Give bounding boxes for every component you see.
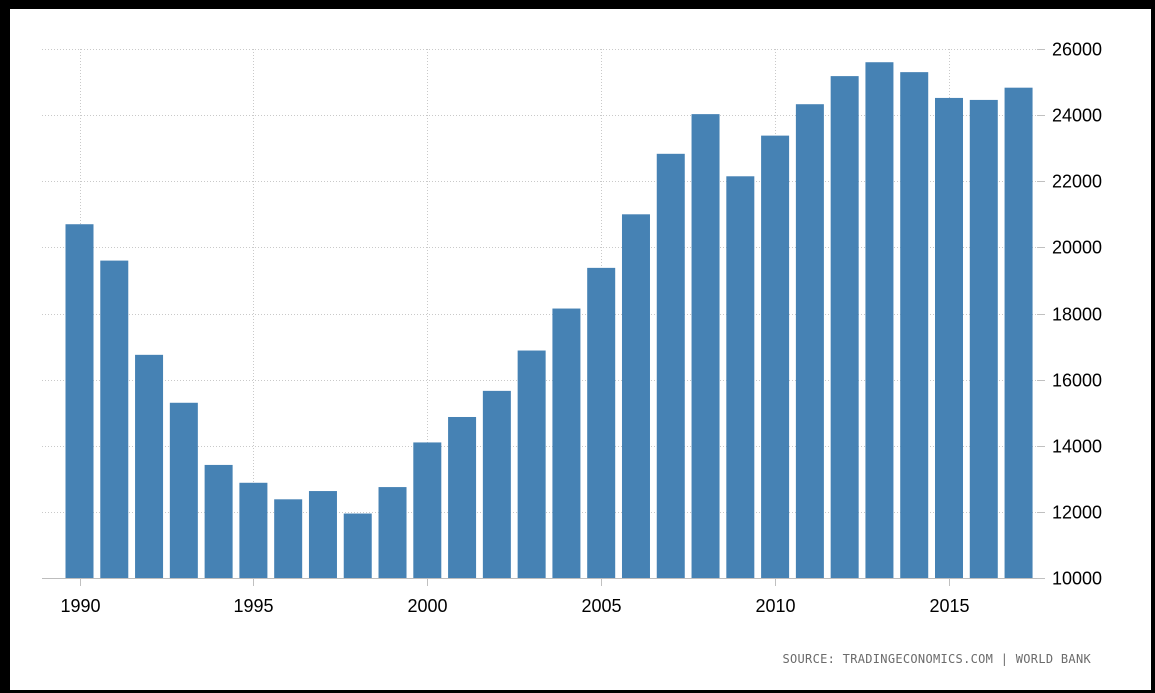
bar-1993 (169, 402, 198, 578)
bar-1991 (100, 260, 129, 578)
y-tick-label: 12000 (1052, 503, 1102, 523)
y-tick-label: 18000 (1052, 305, 1102, 325)
bar-2009 (726, 176, 755, 579)
y-tick-label: 20000 (1052, 238, 1102, 258)
bar-1995 (239, 482, 268, 578)
bar-2014 (900, 72, 929, 578)
x-tick-label: 2005 (581, 596, 621, 616)
x-tick-label: 2000 (407, 596, 447, 616)
bar-2005 (587, 267, 616, 578)
bar-2015 (935, 97, 963, 579)
bar-2017 (1004, 87, 1033, 579)
bar-2004 (552, 308, 581, 578)
bar-1990 (65, 224, 94, 579)
bar-2001 (448, 416, 477, 578)
y-axis: 10000 12000 14000 16000 18000 20000 22000 24000… (1037, 40, 1102, 589)
bar-1997 (308, 491, 337, 578)
x-tick-label: 1990 (60, 596, 100, 616)
bar-1999 (378, 487, 407, 578)
bar-1998 (343, 513, 372, 578)
y-tick-label: 24000 (1052, 106, 1102, 126)
y-tick-label: 14000 (1052, 437, 1102, 457)
bar-2011 (795, 104, 824, 579)
bar-2012 (830, 76, 859, 579)
y-tick-label: 10000 (1052, 569, 1102, 589)
y-tick-label: 16000 (1052, 371, 1102, 391)
bars (65, 62, 1033, 579)
x-axis: 1990 1995 2000 2005 2010 2015 (42, 578, 1037, 616)
bar-1996 (274, 499, 303, 578)
bar-2006 (621, 214, 650, 578)
bar-2010 (761, 135, 790, 578)
bar-2016 (969, 99, 998, 579)
bar-2000 (413, 442, 442, 578)
bar-2007 (656, 153, 685, 578)
x-tick-label: 1995 (233, 596, 273, 616)
bar-2008 (691, 114, 720, 578)
bar-2002 (482, 390, 511, 578)
bar-1992 (135, 354, 164, 578)
x-tick-label: 2010 (755, 596, 795, 616)
y-tick-label: 26000 (1052, 40, 1102, 60)
bar-2013 (865, 62, 894, 579)
bar-1994 (204, 464, 233, 578)
x-tick-label: 2015 (929, 596, 969, 616)
y-tick-label: 22000 (1052, 172, 1102, 192)
bar-2003 (517, 350, 546, 578)
source-label: SOURCE: TRADINGECONOMICS.COM | WORLD BAN… (782, 652, 1091, 666)
